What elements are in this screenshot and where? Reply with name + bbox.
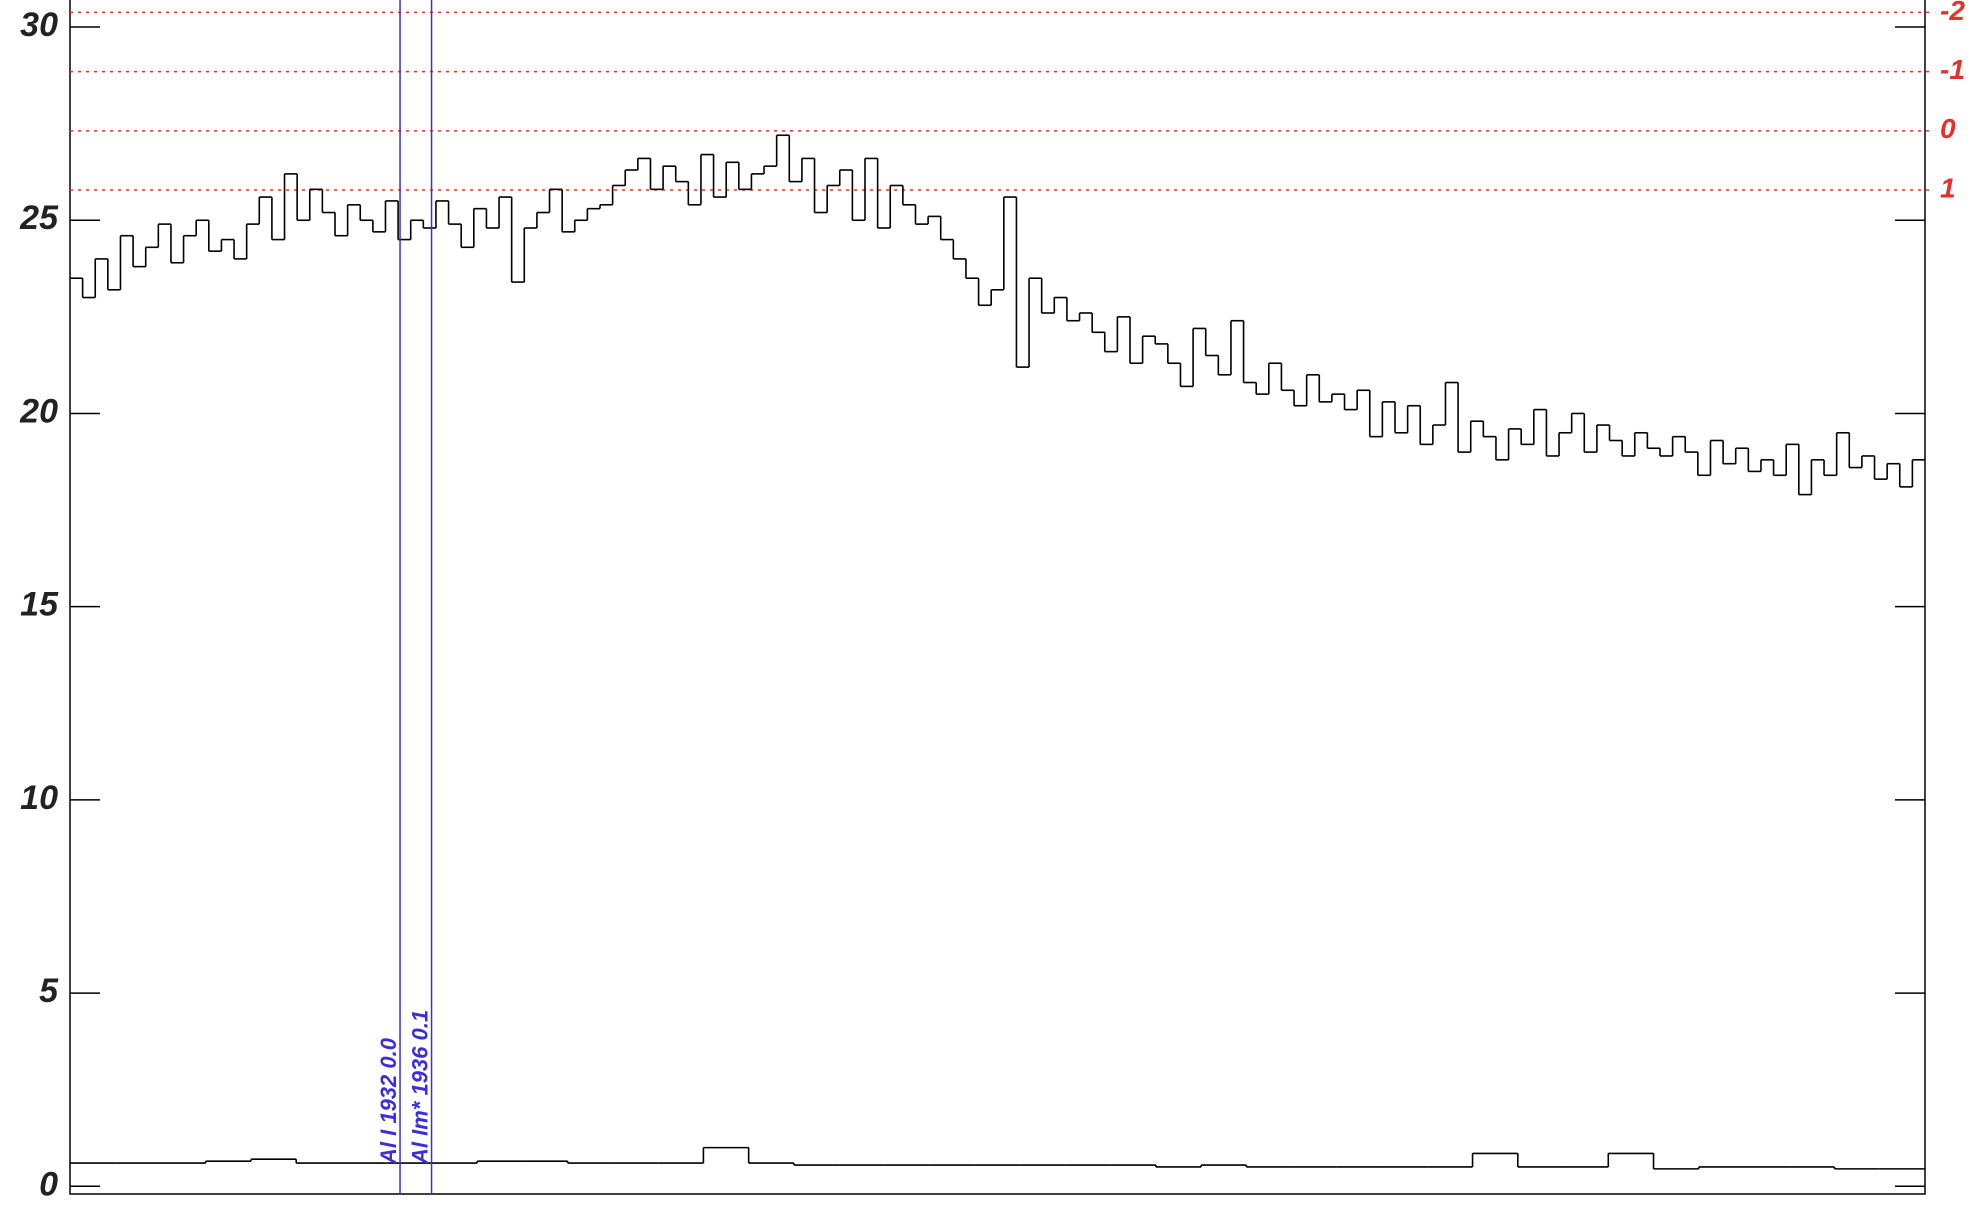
line-marker-label: Al I 1932 0.0 [376,1037,401,1165]
y2-tick-label: -2 [1940,0,1965,26]
line-marker-label: Al Im* 1936 0.1 [407,1010,432,1165]
step-connector [81,135,1914,495]
y-tick-label: 20 [19,392,58,430]
axes-frame [69,0,1926,1195]
y-tick-label: 25 [19,199,59,237]
y2-tick-label: 1 [1940,172,1956,203]
y-tick-label: 15 [20,586,59,624]
y2-tick-label: 0 [1940,113,1956,144]
y-tick-label: 30 [20,6,58,44]
y-tick-label: 10 [20,779,58,817]
y-tick-label: 5 [39,972,59,1010]
y-tick-label: 0 [39,1165,58,1203]
y2-tick-label: -1 [1940,54,1965,85]
